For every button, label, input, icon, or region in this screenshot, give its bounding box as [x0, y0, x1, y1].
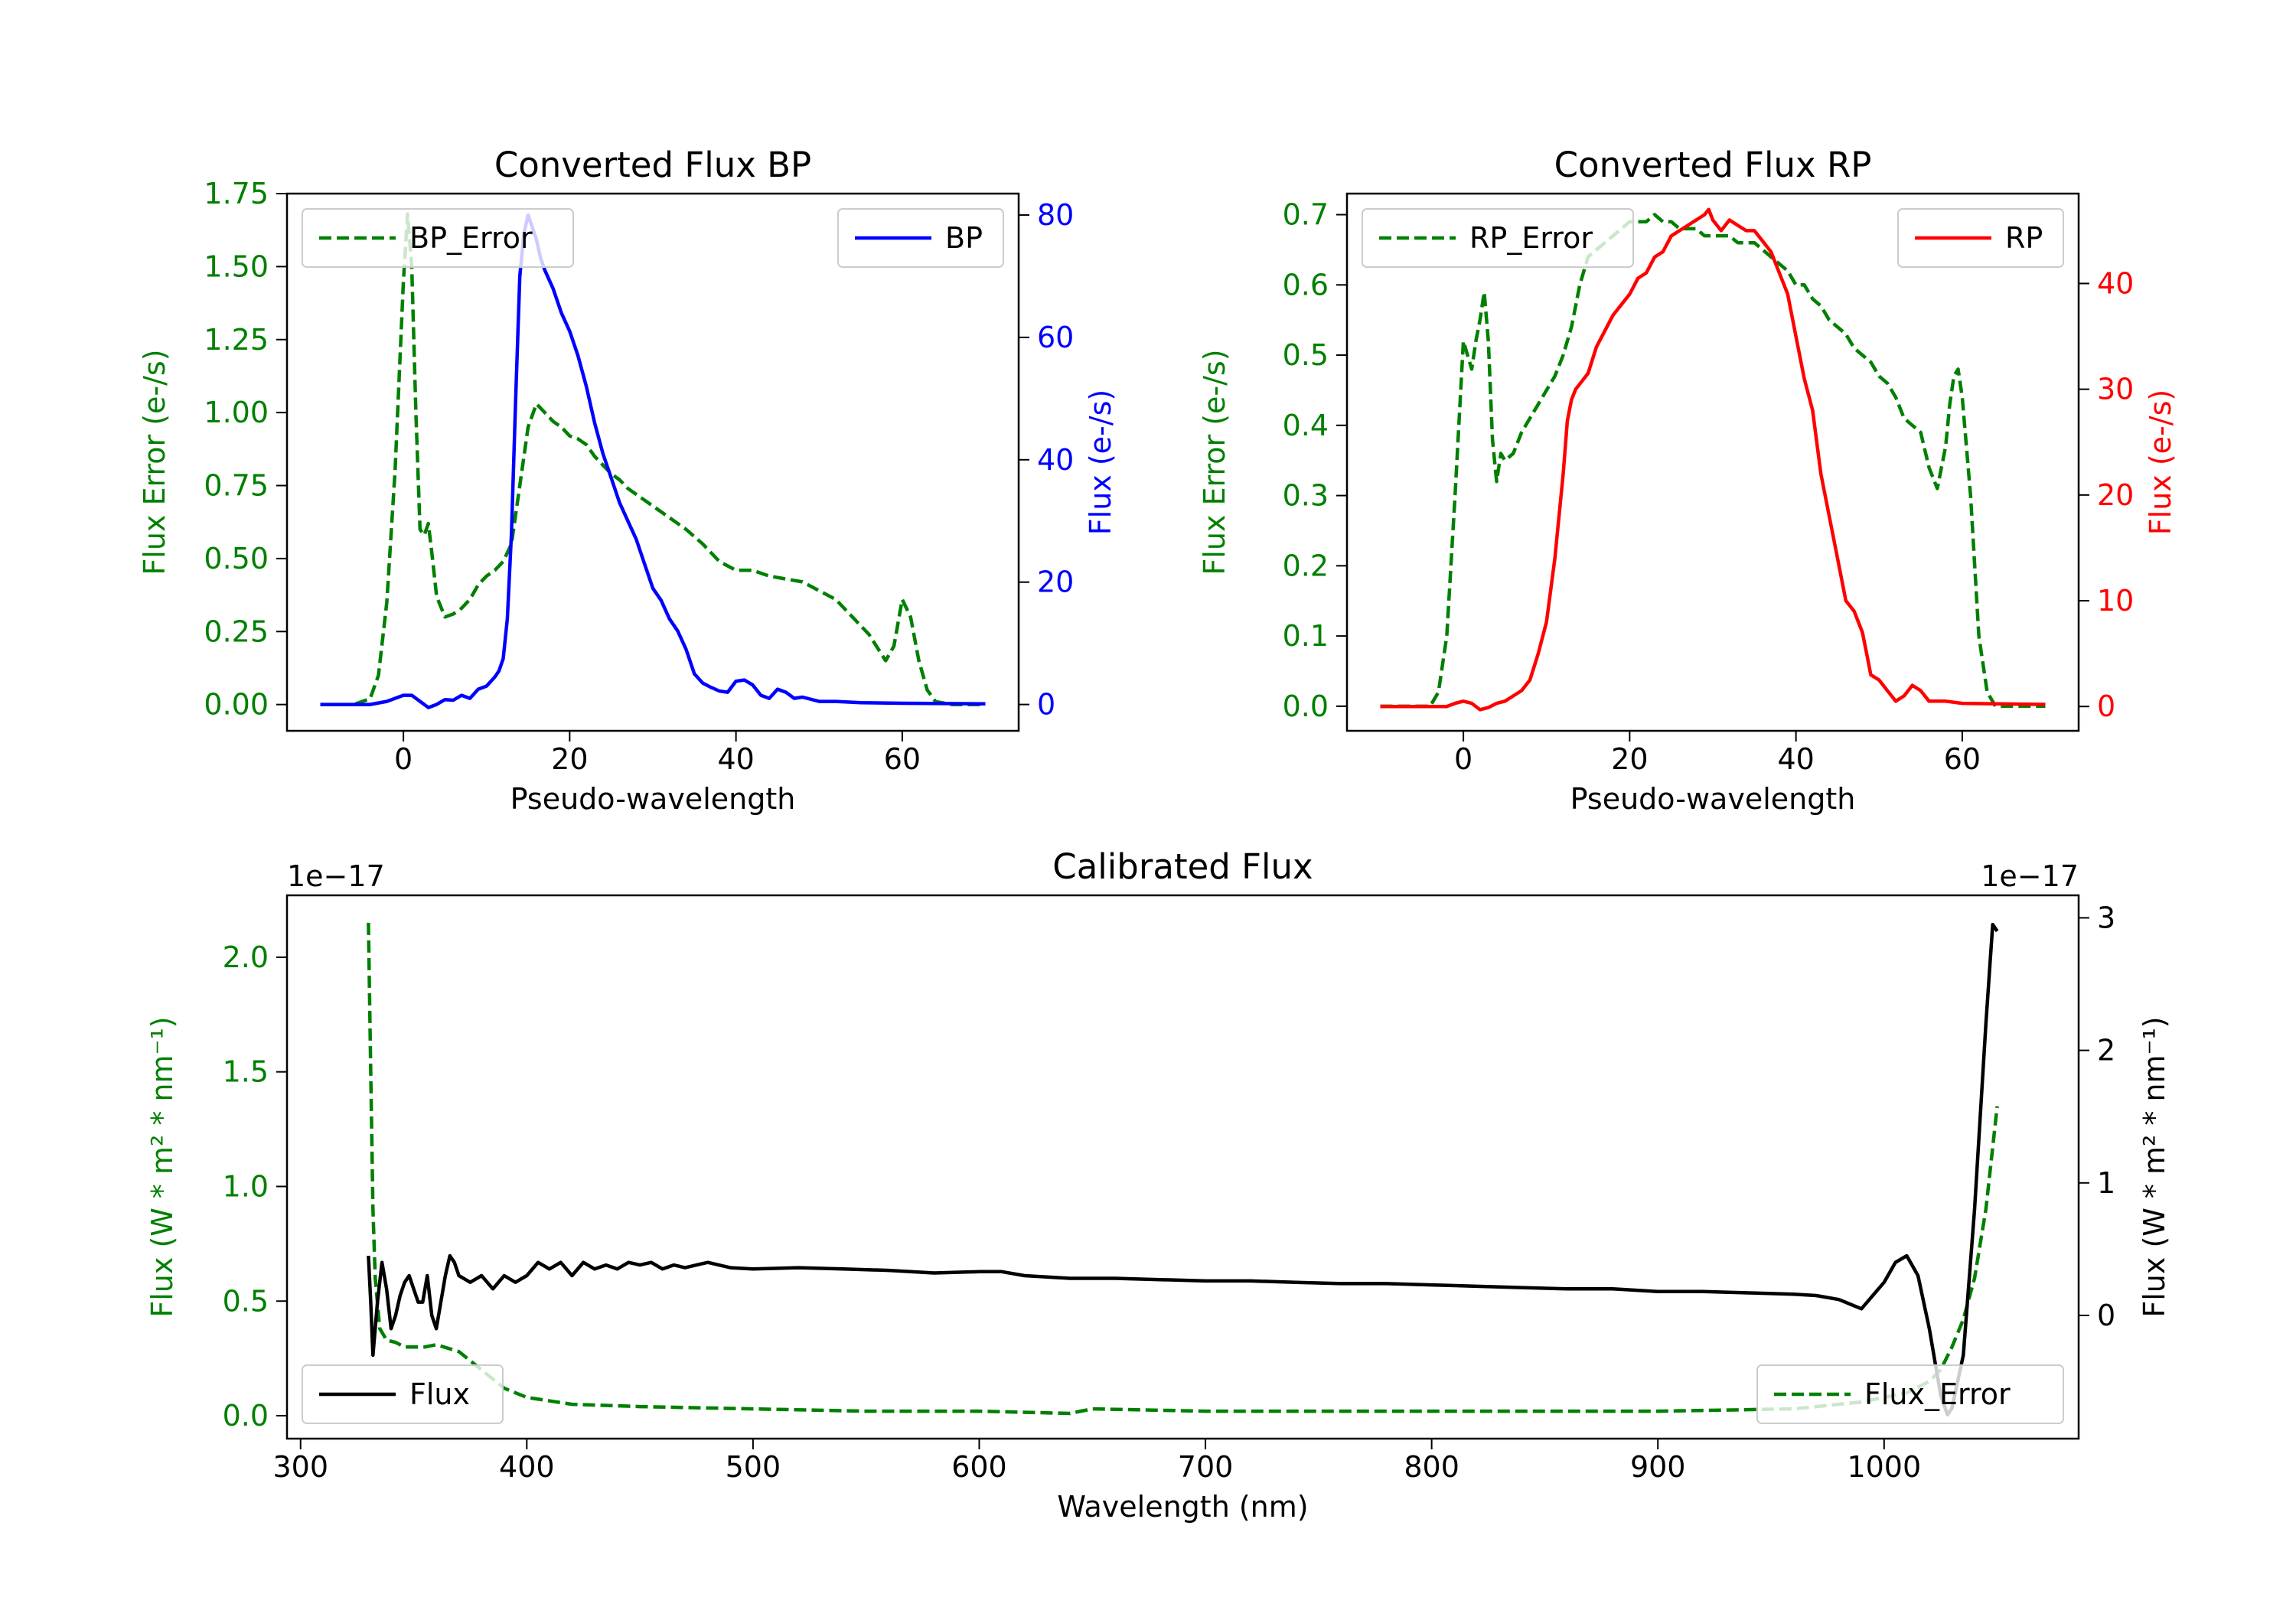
rp-x-tick-label: 60 — [1944, 742, 1981, 776]
cal-left-axis-label: Flux (W * m² * nm⁻¹) — [145, 1016, 179, 1317]
cal-x-axis-label: Wavelength (nm) — [1057, 1490, 1308, 1524]
rp-left-tick-label: 0.7 — [1283, 198, 1329, 232]
rp-left-tick-label: 0.1 — [1283, 619, 1329, 653]
cal-left-tick-label: 2.0 — [223, 940, 269, 974]
rp-right-tick-label: 30 — [2097, 373, 2134, 406]
panels: 0 20 40 600.000.250.500.751.001.251.501.750… — [138, 145, 2177, 1524]
rp-legend-rp-error: RP_Error — [1362, 208, 1634, 268]
cal-panel: 300 400 500 600 700 800 900 1000 0.0 0.5 1.0 1.5 2.0… — [145, 846, 2171, 1524]
bp-x-tick-label: 60 — [884, 742, 921, 776]
rp-left-tick-label: 0.0 — [1283, 689, 1329, 723]
rp-series-rp-error-line — [1380, 213, 2046, 709]
cal-left-tick-label: 0.5 — [223, 1284, 269, 1318]
cal-x-tick-label: 1000 — [1847, 1450, 1921, 1484]
cal-legend-flux-error: Flux_Error — [1756, 1364, 2064, 1424]
cal-legend-flux: Flux — [302, 1364, 504, 1424]
cal-right-tick-label: 2 — [2097, 1034, 2115, 1068]
cal-right-tick-label: 1 — [2097, 1166, 2115, 1200]
cal-left-tick-label: 1.0 — [223, 1169, 269, 1203]
bp-axes-frame — [285, 192, 1020, 732]
cal-legend-label: Flux — [409, 1377, 470, 1411]
bp-legend-bp-error: BP_Error — [302, 208, 574, 268]
cal-x-tick-label: 700 — [1178, 1450, 1234, 1484]
cal-x-tick-label: 800 — [1404, 1450, 1459, 1484]
cal-left-tick-label: 0.0 — [223, 1399, 269, 1433]
bp-left-tick-label: 0.50 — [204, 542, 269, 575]
cal-right-tick-label: 3 — [2097, 901, 2115, 934]
rp-legend-box — [1362, 208, 1634, 268]
cal-x-tick-label: 900 — [1630, 1450, 1686, 1484]
rp-panel: 0 20 40 60 0.0 0.1 0.2 0.3 0.4 0.5 0.6 0.7 0 10 20 30 40… — [1198, 145, 2177, 816]
cal-left-offset-text: 1e−17 — [287, 859, 385, 893]
cal-legend-box — [1756, 1364, 2064, 1424]
bp-right-tick-label: 80 — [1037, 198, 1074, 232]
cal-right-axis-label: Flux (W * m² * nm⁻¹) — [2138, 1016, 2171, 1317]
rp-x-tick-label: 40 — [1777, 742, 1814, 776]
cal-axes-frame — [285, 894, 2080, 1440]
cal-legend-box — [302, 1364, 504, 1424]
rp-series-rp-line — [1380, 207, 2046, 712]
rp-x-tick-label: 20 — [1611, 742, 1648, 776]
cal-x-tick-label: 300 — [272, 1450, 328, 1484]
bp-legend-label: BP — [945, 221, 983, 255]
bp-panel: 0 20 40 60 0.00 0.25 0.50 0.75 1.00 1.25 1.50 1.75 0… — [138, 145, 1117, 816]
rp-left-tick-label: 0.3 — [1283, 479, 1329, 513]
bp-legend-bp: BP — [837, 208, 1004, 268]
bp-x-tick-label: 0 — [394, 742, 413, 776]
rp-right-tick-label: 0 — [2097, 689, 2115, 723]
rp-title: Converted Flux RP — [1554, 145, 1872, 185]
rp-left-tick-label: 0.4 — [1283, 409, 1329, 442]
cal-right-tick-label: 0 — [2097, 1299, 2115, 1332]
bp-left-tick-label: 1.75 — [204, 177, 269, 210]
bp-left-tick-label: 1.00 — [204, 396, 269, 429]
bp-left-tick-label: 0.00 — [204, 688, 269, 722]
cal-x-tick-label: 400 — [499, 1450, 555, 1484]
bp-legend-label: BP_Error — [409, 221, 533, 255]
rp-x-tick-label: 0 — [1454, 742, 1473, 776]
cal-x-tick-label: 500 — [726, 1450, 781, 1484]
bp-right-axis-label: Flux (e-/s) — [1084, 390, 1117, 535]
rp-left-tick-label: 0.6 — [1283, 268, 1329, 302]
bp-left-tick-label: 0.75 — [204, 469, 269, 503]
rp-left-tick-label: 0.5 — [1283, 338, 1329, 372]
rp-legend-label: RP — [2005, 221, 2043, 255]
bp-left-tick-label: 1.50 — [204, 249, 269, 283]
cal-series-flux-line — [367, 922, 1999, 1417]
cal-x-tick-label: 600 — [951, 1450, 1007, 1484]
bp-series-bp-line — [320, 213, 986, 709]
bp-title: Converted Flux BP — [494, 145, 811, 185]
cal-left-tick-label: 1.5 — [223, 1055, 269, 1089]
cal-legend-label: Flux_Error — [1864, 1377, 2011, 1411]
rp-right-tick-label: 10 — [2097, 584, 2134, 618]
bp-right-tick-label: 40 — [1037, 443, 1074, 477]
rp-legend-rp: RP — [1897, 208, 2064, 268]
rp-right-axis-label: Flux (e-/s) — [2144, 390, 2177, 535]
rp-x-axis-label: Pseudo-wavelength — [1570, 782, 1856, 816]
bp-left-tick-label: 0.25 — [204, 614, 269, 648]
bp-x-axis-label: Pseudo-wavelength — [510, 782, 796, 816]
bp-series-bp-error-line — [320, 212, 986, 706]
bp-left-axis-label: Flux Error (e-/s) — [138, 349, 171, 575]
rp-right-tick-label: 20 — [2097, 478, 2134, 512]
bp-left-tick-label: 1.25 — [204, 323, 269, 357]
rp-left-axis-label: Flux Error (e-/s) — [1198, 349, 1231, 575]
bp-right-tick-label: 60 — [1037, 321, 1074, 354]
cal-title: Calibrated Flux — [1052, 846, 1313, 887]
bp-legend-box — [302, 208, 574, 268]
bp-x-tick-label: 20 — [551, 742, 588, 776]
rp-left-tick-label: 0.2 — [1283, 549, 1329, 582]
bp-right-tick-label: 0 — [1037, 688, 1055, 722]
rp-right-tick-label: 40 — [2097, 266, 2134, 300]
bp-right-tick-label: 20 — [1037, 566, 1074, 599]
rp-legend-label: RP_Error — [1469, 221, 1593, 255]
rp-axes-frame — [1345, 192, 2080, 732]
cal-right-offset-text: 1e−17 — [1981, 859, 2079, 893]
bp-x-tick-label: 40 — [717, 742, 754, 776]
